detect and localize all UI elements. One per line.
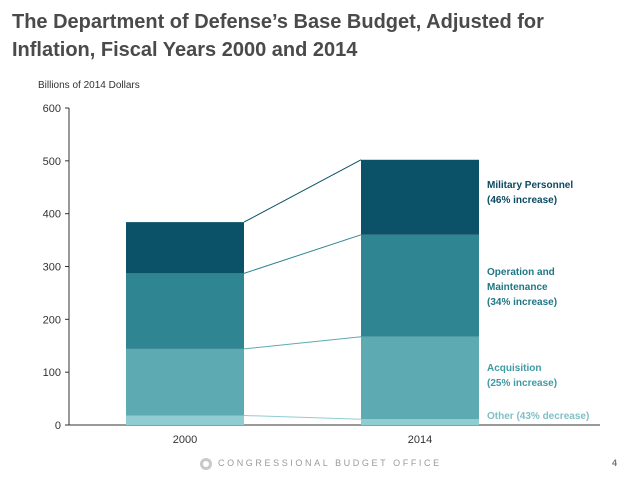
page-number: 4 bbox=[612, 458, 618, 468]
y-tick-label: 600 bbox=[43, 103, 61, 115]
bar-other-2000 bbox=[126, 415, 244, 425]
legend-line: (25% increase) bbox=[487, 378, 557, 389]
y-tick-label: 500 bbox=[43, 156, 61, 168]
legend-line: Military Personnel bbox=[487, 180, 573, 191]
bar-acquisition-2000 bbox=[126, 348, 244, 416]
y-tick-label: 100 bbox=[43, 367, 61, 379]
bar-operation-and-maintenance-2014 bbox=[361, 234, 479, 337]
y-axis-label: Billions of 2014 Dollars bbox=[38, 80, 140, 91]
legend-acquisition: Acquisition (25% increase) bbox=[487, 363, 557, 389]
legend-line: Acquisition bbox=[487, 363, 541, 374]
bar-military-personnel-2014 bbox=[361, 159, 479, 235]
chart-title-line-1: The Department of Defense’s Base Budget,… bbox=[12, 11, 544, 33]
connector-other bbox=[243, 414, 362, 420]
legend-line: Other (43% decrease) bbox=[487, 411, 589, 422]
chart-title-line-2: Inflation, Fiscal Years 2000 and 2014 bbox=[12, 39, 358, 61]
bar-military-personnel-2000 bbox=[126, 222, 244, 274]
x-tick-label-2014: 2014 bbox=[408, 434, 432, 446]
legend-other: Other (43% decrease) bbox=[487, 411, 589, 422]
connector-military-personnel bbox=[243, 159, 362, 223]
legend-operation-and-maintenance: Operation and Maintenance (34% increase) bbox=[487, 267, 557, 308]
connector-operation-and-maintenance bbox=[243, 234, 362, 274]
legend-line: Operation and bbox=[487, 267, 555, 278]
chart-title: The Department of Defense’s Base Budget,… bbox=[12, 8, 622, 64]
legend-line: Maintenance bbox=[487, 282, 548, 293]
bar-operation-and-maintenance-2000 bbox=[126, 273, 244, 349]
bar-other-2014 bbox=[361, 419, 479, 425]
connector-acquisition bbox=[243, 336, 362, 350]
footer-organization: CONGRESSIONAL BUDGET OFFICE bbox=[218, 458, 442, 468]
y-tick-label: 300 bbox=[43, 262, 61, 274]
legend-line: (34% increase) bbox=[487, 297, 557, 308]
legend-military-personnel: Military Personnel (46% increase) bbox=[487, 180, 573, 206]
x-tick-label-2000: 2000 bbox=[173, 434, 197, 446]
y-tick-label: 400 bbox=[43, 209, 61, 221]
bar-acquisition-2014 bbox=[361, 336, 479, 420]
legend-line: (46% increase) bbox=[487, 195, 557, 206]
footer: CONGRESSIONAL BUDGET OFFICE 4 bbox=[0, 458, 638, 474]
cbo-logo-icon bbox=[200, 458, 212, 470]
y-tick-label: 200 bbox=[43, 314, 61, 326]
y-tick-label: 0 bbox=[55, 420, 61, 432]
